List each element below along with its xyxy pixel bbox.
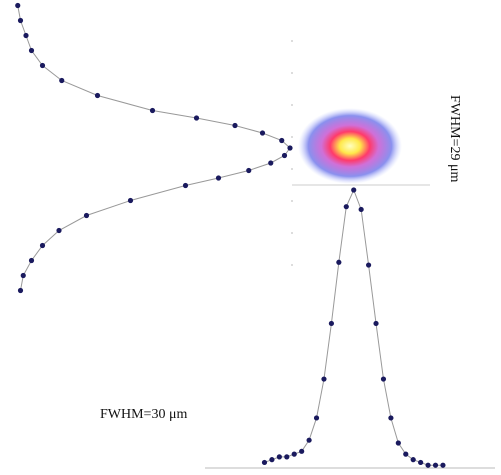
data-point — [291, 451, 297, 457]
data-point — [28, 257, 35, 264]
data-point — [269, 457, 275, 463]
data-point — [343, 204, 349, 210]
data-point — [321, 376, 327, 382]
data-point — [388, 415, 394, 421]
data-point — [127, 197, 134, 204]
data-point — [299, 448, 305, 454]
data-point — [380, 376, 387, 382]
data-point — [17, 287, 24, 294]
data-point — [432, 462, 439, 468]
data-point — [246, 167, 252, 174]
data-point — [215, 175, 222, 181]
data-point — [94, 92, 101, 99]
data-point — [182, 182, 189, 189]
data-point — [276, 454, 282, 460]
data-point — [373, 320, 379, 327]
data-point — [306, 437, 312, 443]
data-point — [59, 77, 65, 84]
beam-spot — [298, 108, 402, 184]
data-point — [268, 160, 274, 166]
data-point — [287, 145, 293, 151]
annotation: FWHM=29 μm — [447, 95, 462, 182]
data-point — [39, 242, 46, 249]
data-point — [440, 462, 446, 468]
data-point — [261, 459, 268, 466]
data-point — [313, 415, 320, 421]
fit-line — [17, 5, 291, 291]
data-point — [365, 262, 372, 268]
data-point — [279, 137, 285, 144]
data-point — [403, 451, 409, 457]
fit-line — [264, 188, 443, 466]
data-point — [149, 107, 156, 114]
data-point — [56, 227, 62, 234]
data-point — [259, 130, 266, 136]
data-point — [336, 259, 342, 265]
data-point — [232, 122, 238, 129]
data-point — [83, 212, 90, 219]
data-point — [358, 206, 364, 213]
data-point — [418, 459, 424, 466]
data-point — [351, 187, 357, 193]
data-point — [193, 115, 200, 121]
data-point — [395, 440, 401, 446]
data-point — [328, 320, 335, 327]
data-point — [284, 454, 290, 460]
data-point — [15, 2, 21, 9]
data-point — [28, 47, 35, 54]
data-point — [17, 17, 24, 24]
data-point — [23, 32, 29, 39]
data-point — [425, 462, 431, 468]
data-point — [39, 62, 46, 69]
annotation: FWHM=30 μm — [100, 407, 187, 422]
data-point — [281, 152, 288, 159]
data-point — [410, 457, 416, 463]
data-point — [20, 272, 26, 279]
